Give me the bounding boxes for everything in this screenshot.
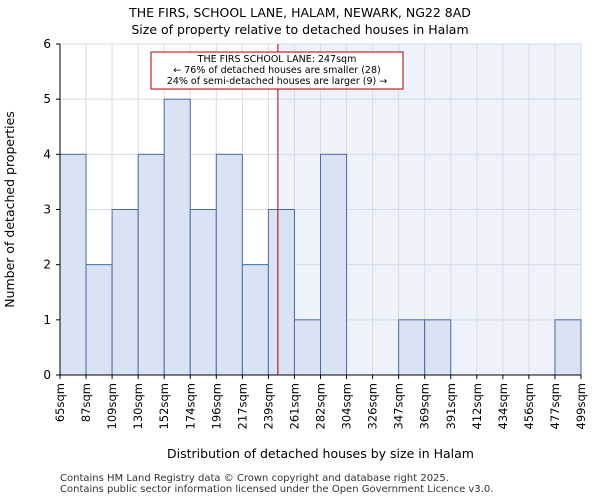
y-tick-label: 2 bbox=[43, 258, 51, 272]
histogram-bar bbox=[189, 209, 217, 376]
y-tick-label: 4 bbox=[43, 147, 51, 161]
x-tick-label: 196sqm bbox=[209, 383, 223, 429]
histogram-bar bbox=[267, 209, 295, 376]
histogram-bar bbox=[398, 319, 426, 376]
x-tick-label: 174sqm bbox=[183, 383, 197, 429]
annotation-line-3: 24% of semi-detached houses are larger (… bbox=[167, 76, 387, 87]
x-tick-label: 217sqm bbox=[235, 383, 249, 429]
x-tick-label: 130sqm bbox=[131, 383, 145, 429]
histogram-bar bbox=[320, 153, 348, 376]
y-tick-label: 3 bbox=[43, 203, 51, 217]
histogram-bar bbox=[137, 153, 165, 376]
annotation-line-1: THE FIRS SCHOOL LANE: 247sqm bbox=[197, 54, 357, 65]
footer-licence: Contains public sector information licen… bbox=[60, 484, 494, 495]
x-tick-label: 391sqm bbox=[444, 383, 458, 429]
annotation-line-2: ← 76% of detached houses are smaller (28… bbox=[173, 65, 380, 76]
histogram-bar bbox=[111, 209, 139, 376]
histogram-bar bbox=[554, 319, 582, 376]
x-tick-label: 239sqm bbox=[261, 383, 275, 429]
y-tick-label: 1 bbox=[43, 313, 51, 327]
histogram-bar bbox=[293, 319, 322, 376]
x-tick-label: 65sqm bbox=[53, 383, 67, 422]
x-tick-label: 434sqm bbox=[496, 383, 510, 429]
x-tick-label: 282sqm bbox=[314, 383, 328, 429]
x-tick-label: 109sqm bbox=[105, 383, 119, 429]
x-axis-title: Distribution of detached houses by size … bbox=[167, 446, 474, 461]
x-tick-label: 477sqm bbox=[548, 383, 562, 429]
x-tick-label: 412sqm bbox=[470, 383, 484, 429]
x-tick-label: 87sqm bbox=[79, 383, 93, 422]
histogram-bar bbox=[59, 153, 87, 376]
histogram-bar bbox=[215, 153, 243, 376]
y-tick-label: 0 bbox=[43, 368, 51, 382]
x-tick-label: 304sqm bbox=[340, 383, 354, 429]
histogram-bar bbox=[163, 98, 191, 376]
x-tick-label: 369sqm bbox=[418, 383, 432, 429]
x-tick-label: 261sqm bbox=[287, 383, 301, 429]
y-axis-title: Number of detached properties bbox=[2, 111, 17, 308]
x-tick-label: 499sqm bbox=[574, 383, 588, 429]
chart-title-address: THE FIRS, SCHOOL LANE, HALAM, NEWARK, NG… bbox=[129, 5, 471, 20]
y-tick-label: 6 bbox=[43, 37, 51, 51]
annotation-box bbox=[150, 51, 404, 90]
x-tick-label: 152sqm bbox=[157, 383, 171, 429]
histogram-bar bbox=[241, 264, 269, 376]
x-tick-label: 347sqm bbox=[392, 383, 406, 429]
y-tick-label: 5 bbox=[43, 92, 51, 106]
histogram-bar bbox=[424, 319, 452, 376]
x-tick-label: 456sqm bbox=[522, 383, 536, 429]
histogram-bar bbox=[85, 264, 113, 376]
footer-copyright: Contains HM Land Registry data © Crown c… bbox=[60, 473, 449, 484]
x-tick-label: 326sqm bbox=[366, 383, 380, 429]
chart-subtitle: Size of property relative to detached ho… bbox=[131, 22, 469, 37]
